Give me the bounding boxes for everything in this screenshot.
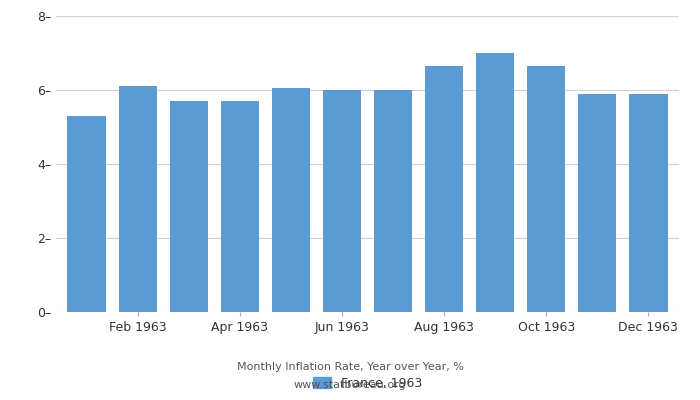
Bar xyxy=(578,94,617,312)
Bar xyxy=(476,53,514,312)
Bar xyxy=(220,101,259,312)
Text: Monthly Inflation Rate, Year over Year, %: Monthly Inflation Rate, Year over Year, … xyxy=(237,362,463,372)
Bar xyxy=(629,94,668,312)
Legend: France, 1963: France, 1963 xyxy=(307,372,428,394)
Bar xyxy=(527,66,566,312)
Bar xyxy=(425,66,463,312)
Bar xyxy=(323,90,361,312)
Bar xyxy=(118,86,157,312)
Bar xyxy=(272,88,310,312)
Bar xyxy=(67,116,106,312)
Bar xyxy=(374,90,412,312)
Bar xyxy=(169,101,208,312)
Text: www.statbureau.org: www.statbureau.org xyxy=(294,380,406,390)
